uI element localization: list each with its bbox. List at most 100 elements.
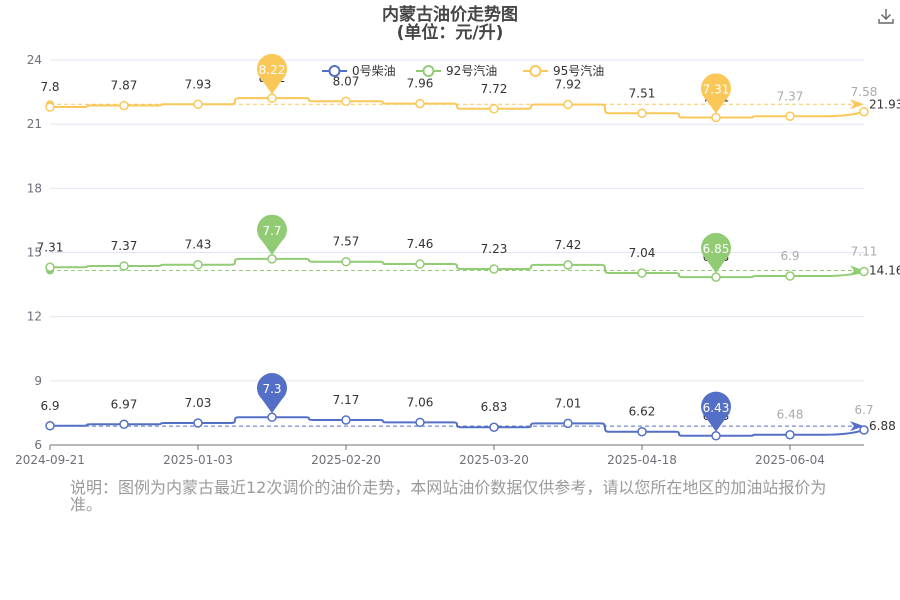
series-line-0 bbox=[50, 416, 865, 437]
data-label: 8.07 bbox=[333, 74, 360, 88]
min-pin-label: 6.43 bbox=[703, 401, 730, 415]
data-label: 6.62 bbox=[629, 405, 656, 419]
data-point bbox=[341, 256, 351, 267]
data-point bbox=[711, 112, 721, 123]
data-label: 6.9 bbox=[40, 399, 59, 413]
chart-note: 说明：图例为内蒙古最近12次调价的油价走势，本网站油价数据仅供参考，请以您所在地… bbox=[70, 478, 827, 514]
data-point bbox=[415, 417, 425, 428]
data-point bbox=[711, 272, 721, 282]
max-pin bbox=[257, 53, 287, 95]
y-tick-label: 15 bbox=[27, 246, 42, 260]
legend[interactable]: 0号柴油 92号汽油 95号汽油 bbox=[322, 63, 604, 78]
x-tick-label: 2025-04-18 bbox=[607, 453, 677, 467]
data-label: 7.51 bbox=[629, 86, 656, 100]
average-arrow bbox=[850, 421, 864, 432]
legend-item-1: 92号汽油 bbox=[446, 63, 497, 78]
x-tick-label: 2024-09-21 bbox=[15, 453, 85, 467]
series-line-2 bbox=[50, 97, 865, 119]
data-point bbox=[563, 99, 573, 110]
chart-subtitle: (单位：元/升) bbox=[397, 22, 504, 43]
data-point bbox=[859, 107, 869, 117]
data-label: 6.83 bbox=[481, 400, 508, 414]
legend-item-0: 0号柴油 bbox=[352, 64, 396, 78]
data-point bbox=[489, 422, 499, 432]
data-label: 7.58 bbox=[851, 85, 878, 99]
data-label: 6.7 bbox=[854, 403, 873, 417]
chart-title: 内蒙古油价走势图 bbox=[382, 4, 518, 25]
data-label: 7.8 bbox=[40, 80, 59, 94]
data-point bbox=[193, 259, 203, 270]
data-point bbox=[637, 108, 647, 119]
data-label: 7.01 bbox=[555, 396, 582, 410]
legend-item-2: 95号汽油 bbox=[553, 63, 604, 78]
average-label: 14.16 bbox=[869, 263, 900, 277]
series-line-1 bbox=[50, 257, 865, 279]
x-tick-label: 2025-01-03 bbox=[163, 453, 233, 467]
data-point bbox=[785, 271, 795, 281]
data-point bbox=[637, 426, 647, 437]
legend-marker bbox=[529, 65, 542, 77]
data-point bbox=[119, 261, 129, 271]
data-label: 7.06 bbox=[407, 395, 434, 409]
legend-marker bbox=[422, 65, 435, 77]
data-point bbox=[785, 429, 795, 440]
data-point bbox=[193, 99, 203, 110]
average-arrow bbox=[850, 265, 864, 276]
data-point bbox=[859, 425, 869, 435]
data-point bbox=[415, 259, 425, 269]
data-point bbox=[859, 266, 869, 277]
max-pin-label: 8.22 bbox=[259, 63, 286, 77]
data-point bbox=[711, 431, 721, 441]
data-point bbox=[119, 419, 129, 430]
x-tick-label: 2025-06-04 bbox=[755, 453, 825, 467]
max-pin-label: 7.3 bbox=[262, 382, 281, 396]
data-label: 7.92 bbox=[555, 77, 582, 91]
max-pin-label: 7.7 bbox=[262, 224, 281, 238]
data-label: 7.23 bbox=[481, 242, 508, 256]
data-point bbox=[45, 262, 55, 273]
y-tick-label: 24 bbox=[27, 53, 42, 67]
marker-pins: 7.3 6.43 7.7 6.85 8.22 7.31 bbox=[257, 53, 732, 432]
y-tick-label: 12 bbox=[27, 310, 42, 324]
data-point bbox=[341, 96, 351, 107]
data-label: 7.72 bbox=[481, 82, 508, 96]
max-pin bbox=[257, 373, 287, 414]
download-icon-glyph bbox=[878, 9, 894, 24]
data-label: 7.42 bbox=[555, 238, 582, 252]
y-tick-label: 9 bbox=[34, 374, 42, 388]
average-label: 6.88 bbox=[869, 419, 896, 433]
data-label: 7.11 bbox=[851, 245, 878, 259]
data-label: 7.37 bbox=[111, 239, 138, 253]
data-point bbox=[785, 111, 795, 122]
data-point bbox=[489, 104, 499, 114]
series-lines: 6.88 14.16 21.93 bbox=[45, 93, 900, 441]
data-point bbox=[267, 412, 277, 422]
data-point bbox=[415, 98, 425, 109]
x-tick-label: 2025-03-20 bbox=[459, 453, 529, 467]
data-label: 6.9 bbox=[780, 249, 799, 263]
grid-lines bbox=[50, 59, 864, 382]
min-pin bbox=[701, 232, 732, 274]
download-icon[interactable] bbox=[876, 6, 896, 26]
data-label: 7.93 bbox=[185, 77, 212, 91]
y-tick-label: 18 bbox=[27, 181, 42, 195]
data-point bbox=[193, 418, 203, 428]
legend-marker bbox=[328, 65, 341, 77]
data-label: 7.46 bbox=[407, 237, 434, 251]
data-label: 6.48 bbox=[777, 408, 804, 422]
data-point bbox=[563, 260, 573, 270]
data-point bbox=[637, 268, 647, 278]
average-label: 21.93 bbox=[869, 97, 900, 111]
data-label: 7.43 bbox=[185, 238, 212, 252]
data-label: 7.04 bbox=[629, 246, 656, 260]
data-point bbox=[45, 421, 55, 431]
data-point bbox=[45, 102, 55, 112]
data-label: 7.57 bbox=[333, 235, 360, 249]
y-tick-label: 21 bbox=[27, 117, 42, 131]
data-label: 7.17 bbox=[333, 393, 360, 407]
data-point bbox=[341, 415, 351, 425]
average-arrow bbox=[850, 99, 864, 110]
data-point bbox=[267, 93, 277, 103]
x-tick-label: 2025-02-20 bbox=[311, 453, 381, 467]
